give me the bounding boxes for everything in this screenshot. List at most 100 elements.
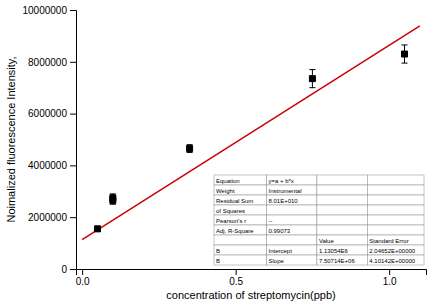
data-point — [309, 76, 315, 82]
table-cell — [317, 175, 367, 185]
table-text: Intercept — [269, 248, 293, 254]
table-cell — [267, 225, 317, 235]
x-axis-tick-mark — [82, 269, 83, 275]
table-text: Value — [319, 238, 335, 244]
error-bar — [110, 194, 116, 202]
data-point — [110, 195, 116, 201]
table-text: 0.99073 — [269, 228, 291, 234]
x-axis-tick: 0.5 — [229, 269, 243, 287]
table-cell — [214, 245, 267, 255]
error-bar — [309, 70, 315, 88]
table-text: Standard Error — [369, 238, 408, 244]
table-text: Residual Sum — [216, 198, 253, 204]
x-axis-tick: 0.0 — [76, 269, 90, 287]
table-text: Slope — [269, 258, 285, 264]
y-axis-tick-label: 8000000 — [28, 57, 67, 68]
y-axis-tick-mark — [70, 269, 76, 270]
y-axis-tick: 0 — [61, 264, 76, 275]
x-axis-line — [77, 270, 427, 276]
y-axis-tick-mark — [70, 165, 76, 166]
table-text: Adj. R-Square — [216, 228, 254, 234]
table-text: 7.50714E+06 — [319, 258, 356, 264]
table-cell — [317, 235, 367, 245]
y-axis-tick: 4000000 — [28, 160, 76, 171]
y-axis-line — [70, 11, 77, 270]
table-cell — [267, 235, 317, 245]
table-cell — [267, 255, 317, 265]
table-cell — [317, 195, 367, 205]
table-text: -- — [269, 218, 273, 224]
error-bar — [402, 45, 408, 63]
y-axis-tick: 10000000 — [23, 5, 77, 16]
table-cell — [367, 245, 424, 255]
table-cell — [367, 215, 424, 225]
table-cell — [214, 225, 267, 235]
table-text: Weight — [216, 188, 235, 194]
table-cell — [267, 215, 317, 225]
x-axis: 0.0 0.5 1.0 — [76, 269, 427, 287]
table-cell — [317, 225, 367, 235]
table-text: B — [216, 258, 220, 264]
table-cell — [267, 205, 317, 215]
table-text: 2.04652E+00000 — [369, 248, 416, 254]
table-cell — [317, 245, 367, 255]
y-axis-tick-mark — [70, 10, 76, 11]
table-cell — [267, 195, 317, 205]
table-cell — [367, 205, 424, 215]
table-cell — [367, 175, 424, 185]
table-cell — [214, 255, 267, 265]
plot: 0.0 0.5 1.0 0 2000000 4000000 6000000 8000000 10… — [23, 5, 427, 287]
table-cell — [317, 215, 367, 225]
y-axis-tick-label: 0 — [61, 264, 67, 275]
y-axis-tick-mark — [70, 114, 76, 115]
table-cell — [214, 205, 267, 215]
table-cell — [317, 255, 367, 265]
table-cell — [214, 215, 267, 225]
x-axis-tick: 1.0 — [383, 269, 397, 287]
data-point — [402, 51, 408, 57]
table-cell — [367, 225, 424, 235]
table-text: Instrumental — [269, 188, 302, 194]
x-axis-title: concentration of streptomycin(ppb) — [166, 289, 335, 301]
y-axis-tick-mark — [70, 217, 76, 218]
y-axis: 0 2000000 4000000 6000000 8000000 10000000 — [23, 5, 77, 275]
table-text: 4.10142E+00000 — [369, 258, 416, 264]
x-axis-tick-label: 0.5 — [229, 276, 243, 287]
x-axis-tick-label: 0.0 — [76, 276, 90, 287]
data-point — [187, 146, 193, 152]
table-text: 8.01E+010 — [269, 198, 299, 204]
table-text: 1.13054E6 — [319, 248, 349, 254]
table-cell — [267, 245, 317, 255]
y-axis-tick: 2000000 — [28, 212, 76, 223]
table-cell — [317, 185, 367, 195]
table-cell — [317, 205, 367, 215]
y-axis-tick-label: 2000000 — [28, 212, 67, 223]
x-axis-tick-label: 1.0 — [383, 276, 397, 287]
table-cell — [214, 175, 267, 185]
table-text: Equation — [216, 178, 240, 184]
table-cell — [214, 185, 267, 195]
error-bar — [187, 145, 193, 153]
table-text: of Squares — [216, 208, 245, 214]
x-axis-tick-mark — [389, 269, 390, 275]
table-text: B — [216, 248, 220, 254]
y-axis-tick-label: 6000000 — [28, 108, 67, 119]
fit-table: Equationy=a + b*xWeightInstrumentalResid… — [214, 175, 424, 265]
y-axis-tick-mark — [70, 62, 76, 63]
table-cell — [267, 175, 317, 185]
y-axis-tick: 6000000 — [28, 108, 76, 119]
table-cell — [214, 195, 267, 205]
x-axis-tick-mark — [236, 269, 237, 275]
y-axis-tick-label: 4000000 — [28, 160, 67, 171]
error-bar — [94, 226, 100, 231]
y-axis-tick: 8000000 — [28, 57, 76, 68]
y-axis-title: Noimalized fluorescence Intensity, — [5, 56, 17, 222]
chart: 0.0 0.5 1.0 0 2000000 4000000 6000000 8000000 10… — [0, 0, 436, 305]
table-cell — [214, 235, 267, 245]
table-cell — [367, 255, 424, 265]
y-axis-tick-label: 10000000 — [23, 5, 68, 16]
table-cell — [367, 195, 424, 205]
table-cell — [367, 235, 424, 245]
data-point — [94, 226, 100, 232]
table-text: Pearson's r — [216, 218, 246, 224]
